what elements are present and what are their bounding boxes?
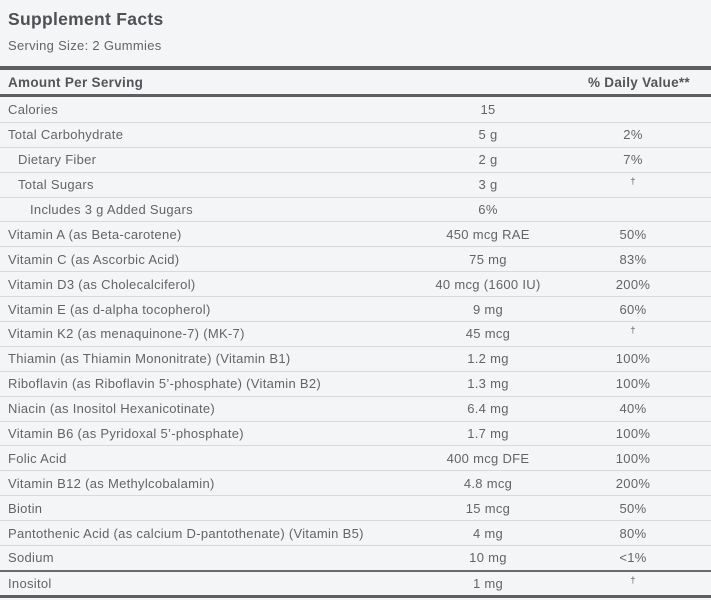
nutrient-name: Vitamin B12 (as Methylcobalamin) (8, 475, 215, 491)
nutrient-amount: 40 mcg (1600 IU) (435, 276, 541, 292)
nutrient-name: Biotin (8, 500, 43, 516)
bottom-divider (0, 594, 711, 598)
label-title: Supplement Facts (8, 9, 164, 29)
nutrient-name: Vitamin D3 (as Cholecalciferol) (8, 276, 196, 292)
nutrient-name: Dietary Fiber (18, 152, 97, 168)
nutrient-amount: 10 mg (469, 550, 507, 566)
table-row: Dietary Fiber 2 g 7% (0, 146, 711, 172)
nutrient-name: Pantothenic Acid (as calcium D-pantothen… (8, 525, 364, 541)
nutrient-name: Inositol (8, 575, 52, 591)
nutrient-amount: 1.3 mg (467, 376, 509, 392)
table-body: Calories 15 Total Carbohydrate 5 g 2% Di… (0, 97, 711, 595)
nutrient-daily-value: 7% (623, 152, 643, 168)
table-row: Total Carbohydrate 5 g 2% (0, 121, 711, 147)
table-header-row: Amount Per Serving % Daily Value** (0, 70, 711, 94)
nutrient-daily-value: 100% (615, 351, 651, 367)
nutrient-amount: 3 g (478, 177, 498, 193)
nutrient-daily-value: 80% (619, 525, 647, 541)
nutrient-amount: 1.2 mg (467, 351, 509, 367)
nutrient-daily-value: 100% (615, 426, 651, 442)
nutrient-amount: 45 mcg (465, 326, 511, 342)
nutrient-daily-value: 2% (623, 127, 643, 143)
table-row: Biotin 15 mcg 50% (0, 495, 711, 520)
nutrient-amount: 1 mg (472, 575, 504, 591)
nutrient-name: Includes 3 g Added Sugars (30, 202, 193, 217)
table-row: Thiamin (as Thiamin Mononitrate) (Vitami… (0, 345, 711, 371)
table-row: Vitamin A (as Beta-carotene) 450 mcg RAE… (0, 221, 711, 246)
nutrient-name: Vitamin E (as d-alpha tocopherol) (8, 301, 211, 317)
nutrient-name: Calories (8, 101, 59, 117)
nutrient-daily-value: 83% (619, 251, 647, 267)
nutrient-amount: 9 mg (472, 301, 504, 317)
nutrient-name: Niacin (as Inositol Hexanicotinate) (8, 401, 216, 417)
nutrient-daily-value: † (630, 574, 636, 586)
nutrient-daily-value: 100% (615, 376, 651, 392)
nutrient-name: Vitamin A (as Beta-carotene) (8, 226, 182, 242)
nutrient-amount: 4 mg (472, 525, 504, 541)
table-row: Calories 15 (0, 97, 711, 122)
table-row: Folic Acid 400 mcg DFE 100% (0, 445, 711, 470)
nutrient-daily-value: 100% (615, 450, 651, 466)
nutrient-amount: 75 mg (469, 251, 507, 267)
daily-value-header: % Daily Value** (587, 74, 690, 90)
nutrient-daily-value: 50% (619, 500, 647, 516)
nutrient-name: Total Sugars (18, 177, 94, 193)
nutrient-name: Total Carbohydrate (8, 127, 124, 143)
nutrient-name: Vitamin B6 (as Pyridoxal 5’-phosphate) (8, 426, 244, 442)
nutrient-amount: 15 (480, 101, 496, 117)
nutrient-name: Thiamin (as Thiamin Mononitrate) (Vitami… (8, 351, 291, 367)
table-row: Pantothenic Acid (as calcium D-pantothen… (0, 520, 711, 545)
nutrient-name: Vitamin K2 (as menaquinone-7) (MK-7) (8, 326, 245, 342)
table-row: Vitamin K2 (as menaquinone-7) (MK-7) 45 … (0, 321, 711, 346)
nutrient-daily-value: 60% (619, 301, 647, 317)
nutrient-amount: 6.4 mg (467, 401, 509, 417)
nutrient-amount: 4.8 mcg (463, 475, 513, 491)
table-row: Sodium 10 mg <1% (0, 545, 711, 570)
table-row: Vitamin D3 (as Cholecalciferol) 40 mcg (… (0, 271, 711, 296)
table-row: Vitamin E (as d-alpha tocopherol) 9 mg 6… (0, 296, 711, 321)
nutrient-amount: 15 mcg (465, 500, 511, 516)
nutrient-name: Riboflavin (as Riboflavin 5’-phosphate) … (8, 376, 322, 392)
header-divider (0, 94, 711, 97)
nutrient-amount: 2 g (478, 152, 498, 168)
table-row: Includes 3 g Added Sugars 6% (0, 196, 711, 222)
table-row: Vitamin C (as Ascorbic Acid) 75 mg 83% (0, 246, 711, 271)
table-row: Vitamin B12 (as Methylcobalamin) 4.8 mcg… (0, 470, 711, 495)
nutrient-amount: 5 g (478, 127, 498, 143)
nutrient-amount: 1.7 mg (467, 426, 509, 442)
table-row: Riboflavin (as Riboflavin 5’-phosphate) … (0, 370, 711, 396)
table-row: Vitamin B6 (as Pyridoxal 5’-phosphate) 1… (0, 420, 711, 446)
table-row: Total Sugars 3 g † (0, 171, 711, 197)
nutrient-daily-value: † (630, 176, 636, 188)
nutrient-amount: 6% (478, 202, 498, 217)
nutrient-daily-value: 200% (615, 276, 651, 292)
nutrient-amount: 400 mcg DFE (446, 450, 530, 466)
table-row: Inositol 1 mg † (0, 569, 711, 595)
nutrient-amount: 450 mcg RAE (446, 226, 530, 242)
top-divider (0, 66, 711, 70)
nutrient-name: Vitamin C (as Ascorbic Acid) (8, 251, 180, 267)
table-row: Niacin (as Inositol Hexanicotinate) 6.4 … (0, 395, 711, 421)
nutrient-daily-value: 50% (619, 226, 647, 242)
serving-size-text: Serving Size: 2 Gummies (8, 38, 162, 53)
nutrient-daily-value: † (630, 325, 636, 337)
nutrient-daily-value: 200% (615, 475, 651, 491)
nutrient-daily-value: <1% (619, 550, 647, 566)
nutrient-daily-value: 40% (619, 401, 647, 417)
nutrient-name: Sodium (8, 550, 54, 566)
nutrient-name: Folic Acid (8, 450, 67, 466)
amount-per-serving-header: Amount Per Serving (8, 74, 144, 90)
